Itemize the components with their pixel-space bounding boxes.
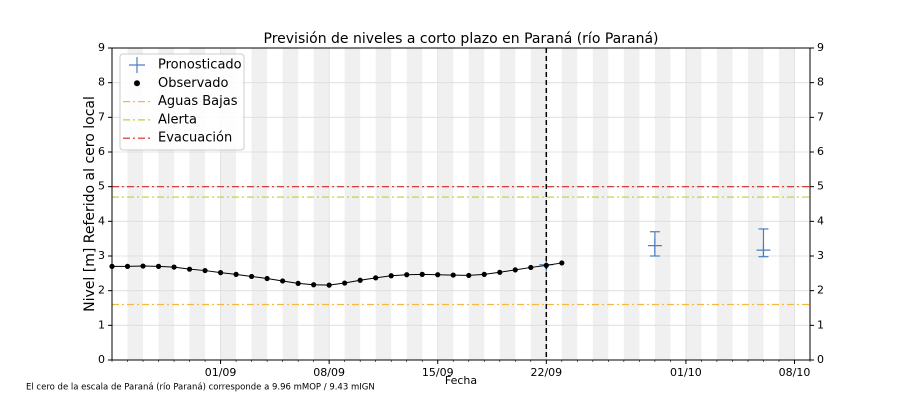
day-stripe bbox=[437, 48, 454, 360]
y-tick-label: 0 bbox=[98, 353, 105, 366]
observed-point bbox=[450, 272, 456, 278]
day-stripe bbox=[685, 48, 702, 360]
observed-point bbox=[186, 266, 193, 272]
observed-point bbox=[559, 260, 565, 266]
observed-point bbox=[155, 263, 162, 269]
observed-point bbox=[342, 280, 348, 286]
observed-point bbox=[373, 275, 379, 281]
y-tick-label: 5 bbox=[98, 180, 105, 193]
legend-entry: Alerta bbox=[123, 112, 197, 127]
y-tick-label: 1 bbox=[98, 318, 105, 331]
y2-tick-label: 0 bbox=[817, 353, 824, 366]
day-stripe bbox=[313, 48, 330, 360]
day-stripe bbox=[747, 48, 764, 360]
legend-marker bbox=[129, 57, 145, 73]
observed-point bbox=[202, 267, 208, 274]
legend-entry: Observado bbox=[134, 76, 229, 91]
y-tick-label: 3 bbox=[98, 249, 105, 262]
observed-point bbox=[419, 271, 425, 277]
day-stripe bbox=[530, 48, 547, 360]
observed-point bbox=[326, 282, 332, 288]
forecast-marker bbox=[756, 243, 771, 258]
observed-point bbox=[124, 263, 131, 269]
footnote: El cero de la escala de Paraná (río Para… bbox=[26, 383, 375, 393]
legend-label: Evacuación bbox=[158, 131, 232, 146]
y-tick-label: 6 bbox=[98, 145, 105, 158]
observed-point bbox=[264, 275, 270, 282]
y2-tick-label: 8 bbox=[817, 76, 824, 89]
x-axis-label: Fecha bbox=[445, 374, 477, 387]
day-stripe bbox=[499, 48, 516, 360]
legend-box bbox=[119, 53, 245, 151]
day-stripe bbox=[468, 48, 485, 360]
observed-point bbox=[481, 271, 487, 277]
observed-point bbox=[357, 277, 363, 283]
observed-point bbox=[217, 270, 224, 276]
y-tick-label: 8 bbox=[98, 76, 105, 89]
y-tick-label: 4 bbox=[98, 214, 105, 227]
legend-marker bbox=[134, 80, 140, 87]
legend-entry: Aguas Bajas bbox=[123, 94, 238, 109]
observed-line bbox=[112, 262, 562, 286]
x-tick-label: 08/09 bbox=[313, 366, 345, 379]
day-stripe bbox=[623, 48, 640, 360]
observed-point bbox=[233, 271, 239, 277]
day-stripe bbox=[251, 48, 268, 360]
observed-point bbox=[388, 273, 394, 279]
observed-point bbox=[466, 272, 472, 279]
y-tick-label: 2 bbox=[98, 284, 105, 297]
legend-label: Pronosticado bbox=[158, 58, 242, 73]
y2-tick-label: 2 bbox=[817, 284, 824, 297]
y2-tick-label: 4 bbox=[817, 214, 824, 227]
observed-point bbox=[528, 264, 534, 271]
observed-point bbox=[280, 278, 286, 284]
day-stripe bbox=[375, 48, 392, 360]
legend-label: Aguas Bajas bbox=[158, 94, 238, 109]
day-stripe bbox=[344, 48, 361, 360]
y2-tick-label: 7 bbox=[817, 110, 824, 123]
y-tick-label: 7 bbox=[98, 110, 105, 123]
legend-label: Observado bbox=[158, 76, 229, 91]
y2-tick-label: 6 bbox=[817, 145, 824, 158]
y2-tick-label: 3 bbox=[817, 249, 824, 262]
day-stripe bbox=[282, 48, 299, 360]
day-stripe bbox=[716, 48, 733, 360]
observed-point bbox=[512, 267, 518, 273]
x-tick-label: 01/09 bbox=[205, 366, 237, 379]
plot-area bbox=[108, 47, 814, 364]
x-tick-label: 08/10 bbox=[779, 366, 811, 379]
day-stripe bbox=[561, 48, 578, 360]
observed-point bbox=[140, 263, 146, 269]
chart-title: Previsión de niveles a corto plazo en Pa… bbox=[264, 31, 659, 47]
legend-label: Alerta bbox=[158, 112, 197, 127]
x-tick-label: 22/09 bbox=[530, 366, 562, 379]
y-tick-label: 9 bbox=[98, 41, 105, 54]
day-stripe bbox=[778, 48, 795, 360]
y2-tick-label: 1 bbox=[817, 318, 824, 331]
day-stripe bbox=[406, 48, 423, 360]
forecast-marker bbox=[647, 238, 662, 253]
legend-entry: Evacuación bbox=[123, 131, 232, 146]
observed-point bbox=[295, 280, 301, 286]
observed-point bbox=[171, 264, 177, 270]
observed-point bbox=[497, 269, 503, 275]
plot-frame bbox=[111, 47, 811, 361]
observed-point bbox=[249, 273, 255, 280]
y2-tick-label: 9 bbox=[817, 41, 824, 54]
observed-point bbox=[404, 272, 410, 278]
x-tick-label: 01/10 bbox=[670, 366, 702, 379]
y2-tick-label: 5 bbox=[817, 180, 824, 193]
observed-point bbox=[435, 272, 441, 278]
legend-entry: Pronosticado bbox=[129, 57, 242, 73]
x-tick-label: 15/09 bbox=[422, 366, 454, 379]
y-axis-label: Nivel [m] Referido al cero local bbox=[82, 96, 98, 312]
day-stripe bbox=[654, 48, 671, 360]
observed-point bbox=[311, 282, 317, 288]
day-stripe bbox=[592, 48, 609, 360]
